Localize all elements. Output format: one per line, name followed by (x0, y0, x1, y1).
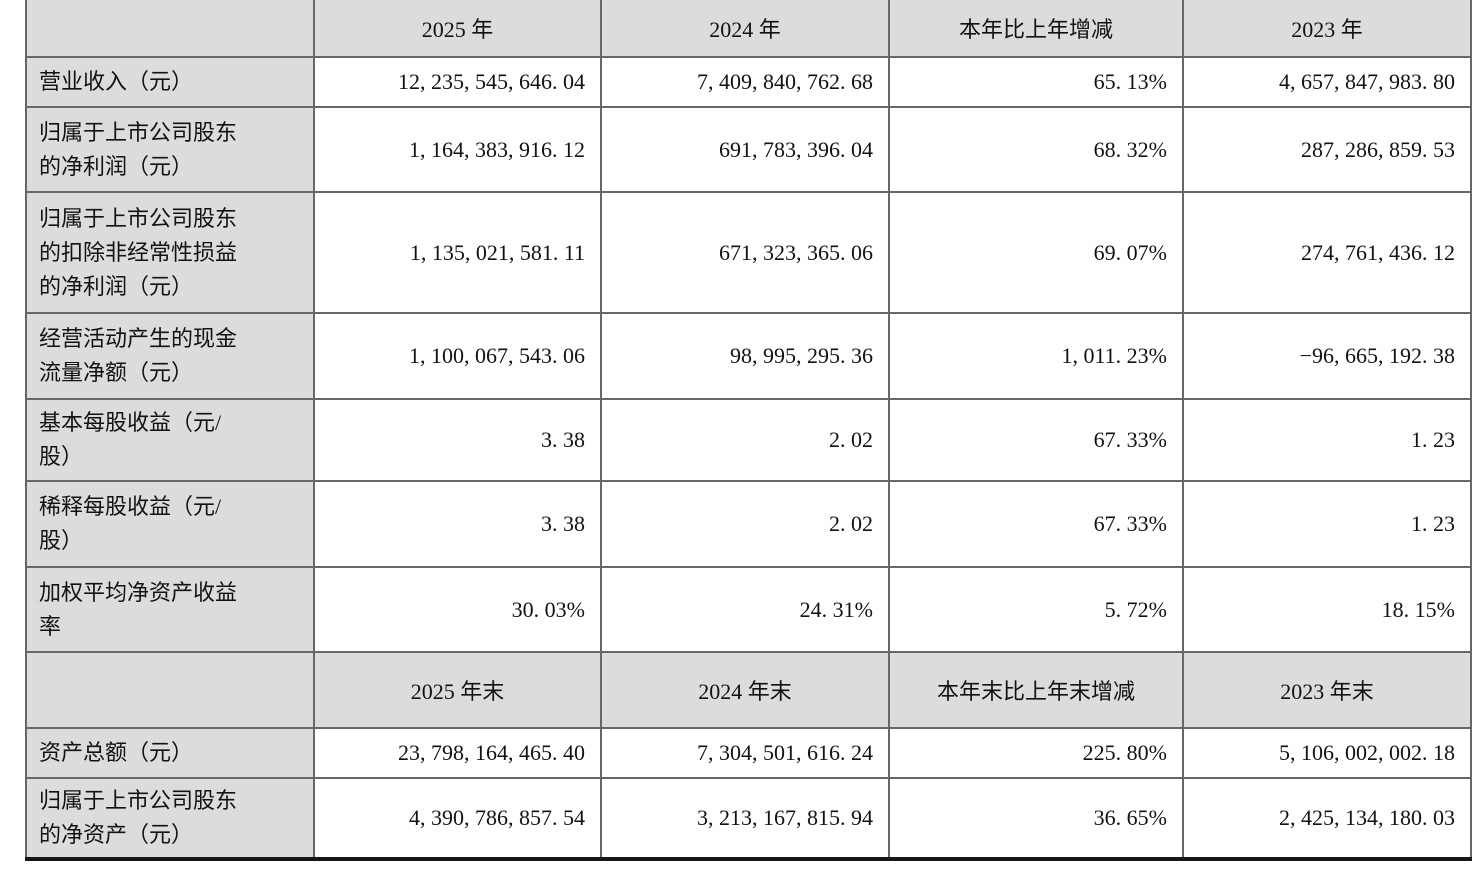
value-cell: 98, 995, 295. 36 (600, 312, 890, 400)
column-header-yoy-change: 本年比上年增减 (888, 0, 1184, 58)
value-cell: 30. 03% (313, 566, 602, 653)
table-row-diluted-eps: 稀释每股收益（元/ 股） 3. 38 2. 02 67. 33% 1. 23 (25, 480, 1472, 568)
value-cell: 5, 106, 002, 002. 18 (1182, 727, 1472, 779)
value-cell: 24. 31% (600, 566, 890, 653)
value-cell: 23, 798, 164, 465. 40 (313, 727, 602, 779)
column-header-2024-end: 2024 年末 (600, 651, 890, 729)
value-cell: 2. 02 (600, 398, 890, 482)
blank-corner-cell (25, 651, 315, 729)
row-label: 归属于上市公司股东 的净资产（元） (25, 777, 315, 861)
value-cell: 1, 100, 067, 543. 06 (313, 312, 602, 400)
value-cell: 2. 02 (600, 480, 890, 568)
value-cell: 68. 32% (888, 106, 1184, 193)
value-cell: 7, 304, 501, 616. 24 (600, 727, 890, 779)
table-row-operating-cash-flow: 经营活动产生的现金 流量净额（元） 1, 100, 067, 543. 06 9… (25, 312, 1472, 400)
row-label: 经营活动产生的现金 流量净额（元） (25, 312, 315, 400)
value-cell: 7, 409, 840, 762. 68 (600, 56, 890, 108)
value-cell: 67. 33% (888, 398, 1184, 482)
value-cell: 3. 38 (313, 480, 602, 568)
column-header-end-yoy-change: 本年末比上年末增减 (888, 651, 1184, 729)
column-header-2024: 2024 年 (600, 0, 890, 58)
column-header-2023-end: 2023 年末 (1182, 651, 1472, 729)
value-cell: 18. 15% (1182, 566, 1472, 653)
value-cell: 274, 761, 436. 12 (1182, 191, 1472, 314)
value-cell: 1, 164, 383, 916. 12 (313, 106, 602, 193)
value-cell: 69. 07% (888, 191, 1184, 314)
value-cell: 12, 235, 545, 646. 04 (313, 56, 602, 108)
row-label: 资产总额（元） (25, 727, 315, 779)
period-header-row: 2025 年 2024 年 本年比上年增减 2023 年 (25, 0, 1472, 58)
value-cell: 2, 425, 134, 180. 03 (1182, 777, 1472, 861)
table-row-total-assets: 资产总额（元） 23, 798, 164, 465. 40 7, 304, 50… (25, 727, 1472, 779)
financial-summary-table: 2025 年 2024 年 本年比上年增减 2023 年 营业收入（元） 12,… (25, 0, 1472, 861)
blank-corner-cell (25, 0, 315, 58)
row-label: 营业收入（元） (25, 56, 315, 108)
value-cell: 5. 72% (888, 566, 1184, 653)
value-cell: 671, 323, 365. 06 (600, 191, 890, 314)
table-row-weighted-avg-roe: 加权平均净资产收益 率 30. 03% 24. 31% 5. 72% 18. 1… (25, 566, 1472, 653)
value-cell: 65. 13% (888, 56, 1184, 108)
row-label: 加权平均净资产收益 率 (25, 566, 315, 653)
value-cell: 67. 33% (888, 480, 1184, 568)
table-row-net-profit: 归属于上市公司股东 的净利润（元） 1, 164, 383, 916. 12 6… (25, 106, 1472, 193)
table-row-net-profit-deducted: 归属于上市公司股东 的扣除非经常性损益 的净利润（元） 1, 135, 021,… (25, 191, 1472, 314)
table-row-revenue: 营业收入（元） 12, 235, 545, 646. 04 7, 409, 84… (25, 56, 1472, 108)
value-cell: 4, 390, 786, 857. 54 (313, 777, 602, 861)
value-cell: −96, 665, 192. 38 (1182, 312, 1472, 400)
row-label: 基本每股收益（元/ 股） (25, 398, 315, 482)
row-label: 归属于上市公司股东 的扣除非经常性损益 的净利润（元） (25, 191, 315, 314)
value-cell: 3, 213, 167, 815. 94 (600, 777, 890, 861)
financial-summary-table-container: 2025 年 2024 年 本年比上年增减 2023 年 营业收入（元） 12,… (25, 0, 1472, 861)
value-cell: 225. 80% (888, 727, 1184, 779)
value-cell: 287, 286, 859. 53 (1182, 106, 1472, 193)
value-cell: 691, 783, 396. 04 (600, 106, 890, 193)
value-cell: 36. 65% (888, 777, 1184, 861)
value-cell: 1. 23 (1182, 480, 1472, 568)
value-cell: 1, 011. 23% (888, 312, 1184, 400)
column-header-2023: 2023 年 (1182, 0, 1472, 58)
row-label: 归属于上市公司股东 的净利润（元） (25, 106, 315, 193)
column-header-2025: 2025 年 (313, 0, 602, 58)
table-row-basic-eps: 基本每股收益（元/ 股） 3. 38 2. 02 67. 33% 1. 23 (25, 398, 1472, 482)
table-row-net-assets: 归属于上市公司股东 的净资产（元） 4, 390, 786, 857. 54 3… (25, 777, 1472, 861)
value-cell: 1. 23 (1182, 398, 1472, 482)
value-cell: 3. 38 (313, 398, 602, 482)
value-cell: 4, 657, 847, 983. 80 (1182, 56, 1472, 108)
column-header-2025-end: 2025 年末 (313, 651, 602, 729)
value-cell: 1, 135, 021, 581. 11 (313, 191, 602, 314)
row-label: 稀释每股收益（元/ 股） (25, 480, 315, 568)
period-end-header-row: 2025 年末 2024 年末 本年末比上年末增减 2023 年末 (25, 651, 1472, 729)
